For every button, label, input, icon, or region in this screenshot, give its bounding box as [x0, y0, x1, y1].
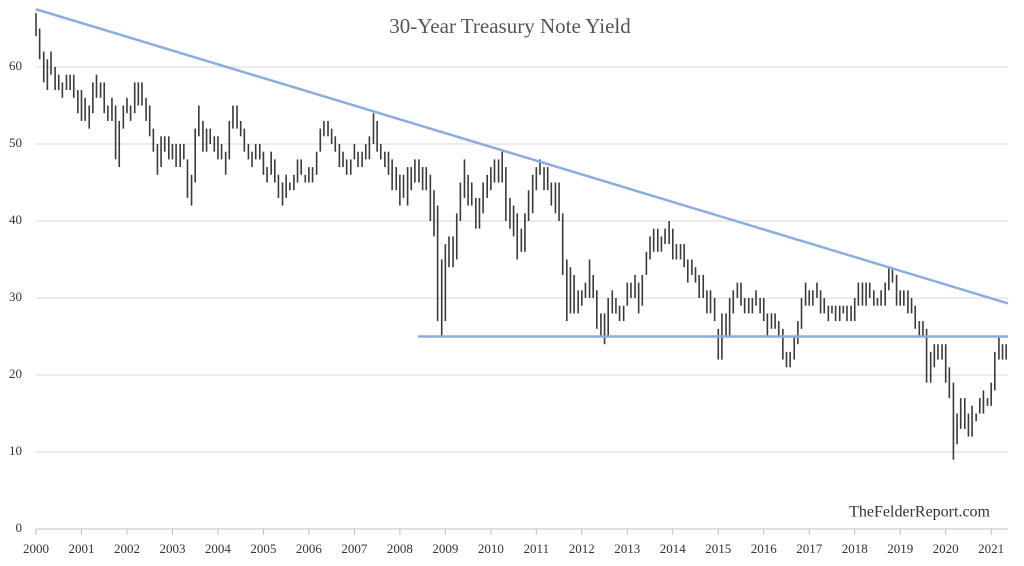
x-tick-label: 2016 [751, 541, 778, 556]
x-tick-label: 2021 [978, 541, 1004, 556]
y-tick-label: 0 [16, 520, 23, 535]
x-tick-label: 2020 [933, 541, 959, 556]
y-tick-label: 50 [9, 135, 22, 150]
y-tick-label: 60 [9, 58, 22, 73]
x-tick-label: 2018 [842, 541, 868, 556]
trend-line [35, 8, 1009, 305]
x-tick-label: 2004 [205, 541, 232, 556]
watermark: TheFelderReport.com [849, 504, 990, 521]
x-tick-label: 2015 [705, 541, 731, 556]
x-tick-label: 2000 [23, 541, 49, 556]
x-tick-label: 2001 [68, 541, 94, 556]
y-tick-label: 20 [9, 366, 22, 381]
x-tick-label: 2008 [387, 541, 413, 556]
x-tick-label: 2003 [159, 541, 185, 556]
x-tick-label: 2006 [296, 541, 323, 556]
chart-title: 30-Year Treasury Note Yield [389, 14, 631, 38]
x-tick-label: 2019 [887, 541, 913, 556]
x-tick-label: 2009 [432, 541, 458, 556]
x-tick-label: 2010 [478, 541, 504, 556]
x-tick-label: 2017 [796, 541, 823, 556]
y-tick-label: 10 [9, 443, 22, 458]
x-tick-label: 2013 [614, 541, 640, 556]
x-tick-label: 2005 [250, 541, 276, 556]
x-tick-label: 2011 [524, 541, 550, 556]
x-tick-label: 2012 [569, 541, 595, 556]
x-tick-label: 2002 [114, 541, 140, 556]
y-tick-label: 30 [9, 289, 22, 304]
x-tick-label: 2014 [660, 541, 687, 556]
x-tick-label: 2007 [341, 541, 368, 556]
y-tick-label: 40 [9, 212, 22, 227]
